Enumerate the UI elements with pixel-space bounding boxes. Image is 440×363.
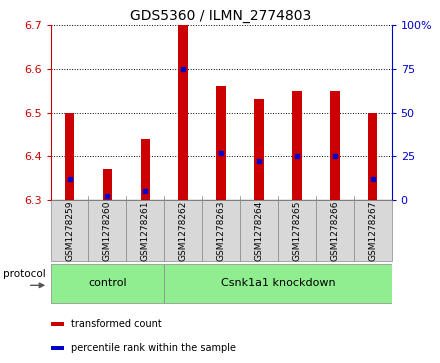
FancyBboxPatch shape — [88, 200, 126, 261]
FancyBboxPatch shape — [316, 200, 354, 261]
Text: GSM1278264: GSM1278264 — [254, 200, 264, 261]
Bar — [103, 169, 112, 200]
FancyBboxPatch shape — [51, 200, 88, 261]
Text: GSM1278266: GSM1278266 — [330, 200, 339, 261]
Bar — [254, 99, 264, 200]
Bar — [292, 91, 301, 200]
Text: GSM1278259: GSM1278259 — [65, 200, 74, 261]
FancyBboxPatch shape — [126, 200, 164, 261]
FancyBboxPatch shape — [164, 264, 392, 303]
FancyBboxPatch shape — [354, 200, 392, 261]
Bar — [141, 139, 150, 200]
Text: percentile rank within the sample: percentile rank within the sample — [70, 343, 235, 353]
FancyBboxPatch shape — [278, 200, 316, 261]
FancyBboxPatch shape — [51, 264, 164, 303]
Text: Csnk1a1 knockdown: Csnk1a1 knockdown — [220, 278, 335, 288]
FancyBboxPatch shape — [202, 200, 240, 261]
Bar — [216, 86, 226, 200]
Text: GSM1278265: GSM1278265 — [292, 200, 301, 261]
Bar — [51, 322, 64, 326]
Bar — [51, 346, 64, 350]
Text: GSM1278261: GSM1278261 — [141, 200, 150, 261]
FancyBboxPatch shape — [240, 200, 278, 261]
Bar — [330, 91, 340, 200]
Text: GSM1278267: GSM1278267 — [368, 200, 377, 261]
Text: protocol: protocol — [3, 269, 45, 278]
Bar — [65, 113, 74, 200]
Text: GSM1278262: GSM1278262 — [179, 200, 188, 261]
Title: GDS5360 / ILMN_2774803: GDS5360 / ILMN_2774803 — [131, 9, 312, 23]
Text: transformed count: transformed count — [70, 319, 161, 329]
Text: GSM1278263: GSM1278263 — [216, 200, 226, 261]
Bar — [368, 113, 378, 200]
FancyBboxPatch shape — [164, 200, 202, 261]
Text: control: control — [88, 278, 127, 288]
Text: GSM1278260: GSM1278260 — [103, 200, 112, 261]
Bar — [179, 25, 188, 200]
